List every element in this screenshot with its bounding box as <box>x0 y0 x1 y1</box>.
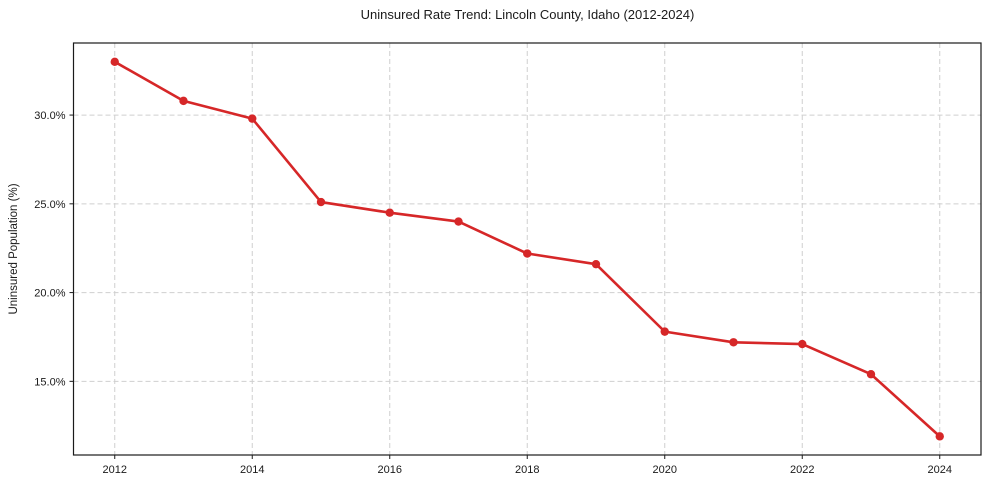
data-point-marker <box>385 208 394 217</box>
y-tick-label: 30.0% <box>34 110 65 122</box>
data-point-marker <box>866 370 876 379</box>
data-point-marker <box>798 339 807 349</box>
x-tick-label: 2014 <box>240 464 264 476</box>
data-point-marker <box>454 217 463 226</box>
data-point-marker <box>523 249 532 258</box>
y-tick-label: 25.0% <box>34 199 65 211</box>
x-tick-label: 2012 <box>103 464 127 476</box>
data-point-marker <box>316 197 326 207</box>
data-point-marker <box>248 114 257 123</box>
x-tick-label: 2024 <box>928 464 952 476</box>
y-tick-label: 15.0% <box>34 376 65 388</box>
x-tick-label: 2022 <box>790 464 814 476</box>
data-point-marker <box>660 327 669 336</box>
data-point-marker <box>935 432 944 441</box>
x-tick-label: 2016 <box>378 464 402 476</box>
y-tick-label: 20.0% <box>34 288 65 300</box>
x-tick-label: 2020 <box>653 464 677 476</box>
plot-border <box>72 42 982 456</box>
chart-title: Uninsured Rate Trend: Lincoln County, Id… <box>360 7 695 22</box>
data-point-marker <box>110 57 119 67</box>
x-tick-label: 2018 <box>515 464 539 476</box>
data-point-marker <box>729 338 738 347</box>
data-point-marker <box>591 259 601 269</box>
data-point-marker <box>179 96 188 106</box>
